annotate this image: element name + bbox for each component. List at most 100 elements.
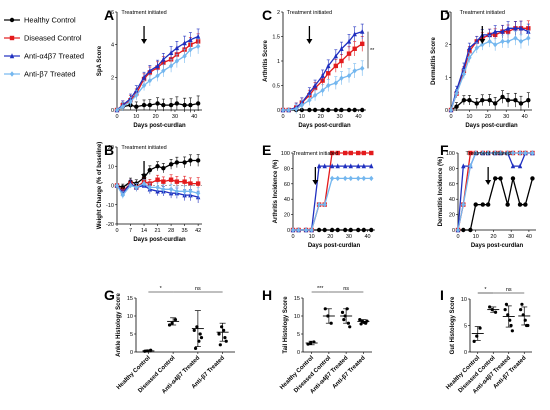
y-axis-label: SpA Score [97,45,103,76]
data-point [312,92,318,98]
panel-letter: C [262,7,272,23]
y-tick-label: 20 [108,145,114,151]
data-point [342,227,348,233]
data-point [503,308,507,312]
y-tick-label: 5 [297,332,300,338]
y-tick-label: -20 [106,222,114,228]
series-2 [280,23,365,113]
x-tick-label: 10 [299,114,305,120]
series-line [293,165,372,231]
x-axis-label: Days post-curdlan [133,237,186,243]
data-point [161,186,166,193]
data-point [188,188,193,194]
y-tick-label: 40 [284,197,290,203]
significance-label: ns [506,287,512,293]
x-tick-label: 30 [172,114,178,120]
data-point [346,321,351,325]
data-point [134,87,139,93]
data-point [155,177,160,182]
data-point [306,342,310,346]
data-point [134,184,139,191]
data-point [307,97,312,103]
data-point [493,310,498,314]
data-point [195,33,201,39]
data-point [182,53,187,59]
panel-letter: B [104,142,114,158]
data-point [498,176,503,181]
significance-label: ns [195,286,201,292]
data-point [485,202,491,207]
y-axis-label: Tail Histology Score [283,296,289,354]
series-2 [455,150,535,233]
data-point [161,165,166,171]
data-point [307,90,312,96]
legend-marker [9,17,15,23]
data-point [128,182,133,189]
data-point [523,150,528,156]
data-point [508,318,512,322]
significance-label: *** [317,286,324,292]
data-point [174,160,180,165]
data-point [167,323,172,327]
data-point [530,150,535,156]
data-point [517,150,523,156]
data-point [454,104,459,109]
data-point [316,227,322,233]
data-point [492,41,498,48]
y-axis-label: Arthritis Incidence (%) [273,160,279,224]
data-point [361,163,367,169]
data-point [359,322,363,326]
data-point [141,102,147,108]
data-point [518,25,524,31]
y-tick-label: 60 [284,182,290,188]
data-point [346,73,352,79]
y-tick-label: 15 [294,296,300,302]
data-point [348,175,353,182]
data-point [223,336,227,340]
data-point [346,51,352,56]
data-point [474,101,479,106]
data-point [182,179,187,184]
data-point [218,343,222,347]
data-point [114,182,120,189]
data-point [333,80,339,86]
x-tick-label: 10 [466,114,472,120]
y-tick-label: 1.5 [272,35,280,41]
data-point [461,98,467,103]
data-point [480,150,486,156]
panel-letter: A [104,7,114,23]
data-point [517,202,523,207]
panel-letter: H [262,287,272,303]
annotation-arrow-head [479,39,486,44]
series-line [293,177,372,231]
data-point [120,185,125,190]
data-point [134,92,139,98]
y-tick-label: 0 [277,108,280,114]
legend-label: Diseased Control [24,34,82,43]
data-point [333,63,339,69]
y-tick-label: 2 [277,10,280,16]
data-point [182,102,187,108]
data-point [518,38,524,45]
y-tick-label: 5 [130,332,133,338]
x-tick-label: 14 [141,228,147,234]
data-point [487,38,492,45]
data-point [342,163,348,169]
data-point [145,349,149,353]
data-point [168,50,174,56]
data-point [346,38,352,44]
data-point [523,318,527,322]
y-tick-label: 5 [464,324,467,330]
data-point [492,101,498,106]
data-point [352,46,357,51]
data-point [513,25,518,31]
data-point [493,176,498,181]
category-label: Anti-β7 Treated [332,355,367,390]
data-point [356,175,361,182]
data-point [312,82,318,88]
data-point [147,68,153,73]
data-point [323,307,327,311]
data-point [168,177,174,182]
